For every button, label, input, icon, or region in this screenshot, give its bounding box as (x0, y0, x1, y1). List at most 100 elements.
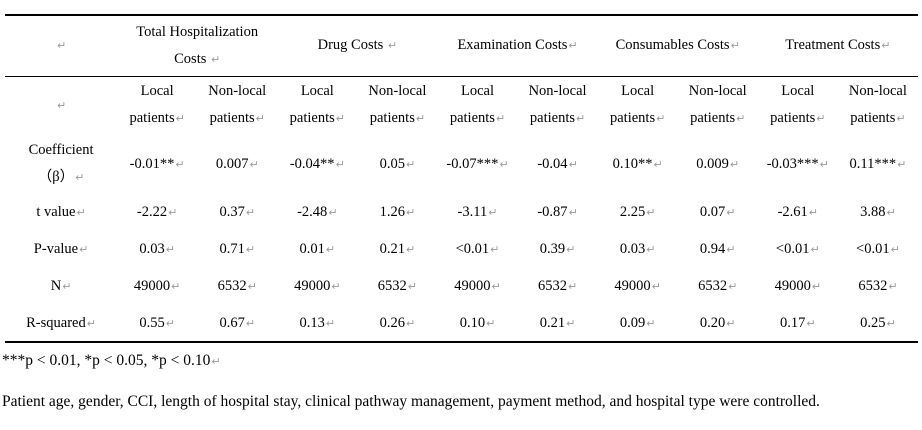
table-cell: 0.01↵ (299, 241, 336, 258)
pilcrow-mark: ↵ (325, 243, 336, 257)
table-cell: 0.07↵ (699, 204, 736, 221)
table-row-t-value: t value↵ -2.22↵ 0.37↵ -2.48↵ 1.26↵ -3.11… (5, 194, 918, 231)
pilcrow-mark: ↵ (808, 206, 819, 220)
pilcrow-mark: ↵ (566, 316, 576, 330)
pilcrow-mark: ↵ (415, 112, 426, 126)
pilcrow-mark: ↵ (653, 157, 663, 171)
pilcrow-mark: ↵ (405, 243, 416, 257)
table-row-p-value: P-value↵ 0.03↵ 0.71↵ 0.01↵ 0.21↵ <0.01↵ … (5, 231, 918, 268)
pilcrow-mark: ↵ (56, 39, 67, 53)
table-cell: <0.01↵ (775, 241, 820, 258)
pilcrow-mark: ↵ (726, 316, 736, 330)
pilcrow-mark: ↵ (726, 243, 736, 257)
table-cell: -2.22↵ (136, 204, 178, 221)
row-label: t value↵ (36, 204, 86, 221)
table-cell: 0.55↵ (139, 314, 175, 331)
pilcrow-mark: ↵ (168, 206, 178, 220)
pilcrow-mark: ↵ (730, 39, 740, 53)
row-label: N↵ (50, 278, 72, 295)
table-cell: 0.10↵ (459, 314, 496, 331)
group-header-drug-costs: Drug Costs ↵ (277, 15, 438, 77)
table-row-r-squared: R-squared↵ 0.55↵ 0.67↵ 0.13↵ 0.26↵ 0.10↵… (5, 305, 918, 342)
table-cell: -0.04**↵ (289, 155, 345, 172)
group-header-total-hospitalization-costs: Total Hospitalization Costs ↵ (117, 15, 278, 77)
table-cell: 0.25↵ (860, 314, 896, 331)
pilcrow-mark: ↵ (816, 112, 826, 126)
pilcrow-mark: ↵ (79, 243, 89, 257)
sub-header-nonlocal: Non-local patients↵ (528, 83, 587, 127)
regression-results-table-wrap: ↵ Total Hospitalization Costs ↵ Drug Cos… (5, 14, 918, 343)
pilcrow-mark: ↵ (576, 112, 586, 126)
table-cell: 0.20↵ (699, 314, 736, 331)
pilcrow-mark: ↵ (405, 157, 416, 171)
table-cell: 0.03↵ (619, 241, 656, 258)
table-cell: -0.07***↵ (446, 155, 509, 172)
table-cell: 0.26↵ (379, 314, 416, 331)
table-cell: 0.03↵ (139, 241, 175, 258)
table-cell: -2.61↵ (777, 204, 819, 221)
pilcrow-mark: ↵ (811, 280, 822, 294)
pilcrow-mark: ↵ (171, 280, 181, 294)
table-cell: 0.37↵ (219, 204, 256, 221)
sub-header-local: Local patients↵ (770, 83, 826, 127)
pilcrow-mark: ↵ (881, 39, 891, 53)
row-label: R-squared↵ (26, 314, 96, 331)
table-cell: -3.11↵ (457, 204, 498, 221)
table-cell: 3.88↵ (860, 204, 896, 221)
pilcrow-mark: ↵ (896, 112, 906, 126)
sub-header-local: Local patients↵ (289, 83, 345, 127)
pilcrow-mark: ↵ (75, 171, 85, 184)
pilcrow-mark: ↵ (651, 280, 661, 294)
pilcrow-mark: ↵ (806, 316, 816, 330)
pilcrow-mark: ↵ (331, 280, 341, 294)
table-cell: 0.71↵ (219, 241, 256, 258)
table-cell: 49000↵ (133, 278, 181, 295)
sub-header-local: Local patients↵ (449, 83, 506, 127)
table-cell: 0.05↵ (379, 155, 416, 172)
pilcrow-mark: ↵ (495, 112, 506, 126)
group-header-treatment-costs: Treatment Costs↵ (757, 15, 918, 77)
pilcrow-mark: ↵ (255, 112, 265, 126)
pilcrow-mark: ↵ (405, 316, 416, 330)
row-label: P-value↵ (33, 241, 89, 258)
table-cell: 1.26↵ (379, 204, 416, 221)
table-cell: -2.48↵ (297, 204, 338, 221)
table-row-coefficient: Coefficient （β）↵ -0.01**↵ 0.007↵ -0.04**… (5, 134, 918, 194)
pilcrow-mark: ↵ (407, 280, 418, 294)
table-cell: <0.01↵ (856, 241, 900, 258)
sub-header-nonlocal: Non-local patients↵ (368, 83, 427, 127)
pilcrow-mark: ↵ (646, 316, 656, 330)
table-cell: 0.13↵ (299, 314, 336, 331)
pilcrow-mark: ↵ (810, 243, 820, 257)
sub-header-local: Local patients↵ (609, 83, 666, 127)
table-cell: 6532↵ (377, 278, 418, 295)
pilcrow-mark: ↵ (211, 355, 221, 368)
pilcrow-mark: ↵ (335, 157, 345, 171)
pilcrow-mark: ↵ (325, 316, 336, 330)
pilcrow-mark: ↵ (490, 243, 500, 257)
table-cell: 0.21↵ (539, 314, 576, 331)
pilcrow-mark: ↵ (247, 280, 257, 294)
table-cell: 49000↵ (294, 278, 341, 295)
pilcrow-mark: ↵ (656, 112, 666, 126)
pilcrow-mark: ↵ (726, 206, 736, 220)
sub-header-nonlocal: Non-local patients↵ (848, 83, 907, 127)
pilcrow-mark: ↵ (886, 316, 896, 330)
pilcrow-mark: ↵ (886, 206, 896, 220)
corner-cell: ↵ (5, 76, 117, 134)
table-cell: 0.10**↵ (612, 155, 663, 172)
table-cell: 6532↵ (217, 278, 257, 295)
pilcrow-mark: ↵ (491, 280, 501, 294)
table-row-n: N↵ 49000↵ 6532↵ 49000↵ 6532↵ 49000↵ 6532… (5, 268, 918, 305)
table-cell: 0.17↵ (780, 314, 816, 331)
pilcrow-mark: ↵ (728, 280, 738, 294)
table-cell: 49000↵ (454, 278, 501, 295)
sub-header-nonlocal: Non-local patients↵ (688, 83, 747, 127)
table-cell: -0.04↵ (537, 155, 578, 172)
table-cell: -0.01**↵ (129, 155, 185, 172)
pilcrow-mark: ↵ (499, 157, 509, 171)
pilcrow-mark: ↵ (175, 157, 185, 171)
pilcrow-mark: ↵ (729, 157, 740, 171)
pilcrow-mark: ↵ (165, 243, 175, 257)
pilcrow-mark: ↵ (245, 243, 256, 257)
